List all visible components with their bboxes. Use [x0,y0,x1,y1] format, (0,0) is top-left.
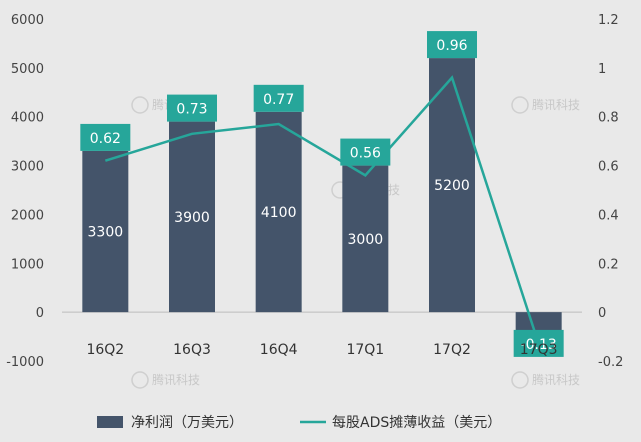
eps-line [104,75,540,345]
bar-value-label: 4100 [261,205,297,221]
category-label: 17Q1 [346,342,384,358]
left-tick-label: 3000 [11,160,44,175]
right-tick-label: 0 [598,306,606,321]
eps-label-box [340,138,391,166]
left-tick-label: 2000 [11,208,44,223]
watermark-text: 腾讯科技 [532,372,580,387]
right-tick-label: 0.6 [598,160,619,175]
eps-label-box [253,84,304,112]
left-tick-label: 6000 [11,13,44,28]
eps-value-label: 0.96 [436,38,467,54]
watermark-icon [511,96,529,114]
eps-value-label: 0.56 [350,146,381,162]
right-tick-label: 0.8 [598,111,619,126]
eps-labels: 0.62 0.73 0.77 0.56 0.96 -0.13 [80,31,564,357]
watermark-text: 腾讯科技 [532,97,580,112]
category-label: 17Q3 [520,342,558,358]
legend: 净利润（万美元） 每股ADS摊薄收益（美元） [97,415,501,431]
x-axis: 16Q2 16Q3 16Q4 17Q1 17Q2 17Q3 [86,342,557,358]
category-label: 16Q4 [260,342,298,358]
eps-value-label: 0.77 [263,92,294,108]
eps-value-label: -0.13 [521,337,557,353]
right-axis: -0.2 0 0.2 0.4 0.6 0.8 1 1.2 [598,13,623,370]
eps-value-label: 0.73 [176,102,207,118]
left-tick-label: 1000 [11,257,44,272]
eps-value-label: 0.62 [90,131,121,147]
eps-label-box [80,123,131,151]
bar [255,111,302,313]
eps-label-box [513,329,564,357]
left-tick-label: 4000 [11,111,44,126]
right-tick-label: -0.2 [598,355,623,370]
category-label: 17Q2 [433,342,471,358]
right-tick-label: 0.2 [598,257,619,272]
bar-value-label: 5200 [434,178,470,194]
left-tick-label: 0 [36,306,44,321]
right-tick-label: 1 [598,62,606,77]
bar [82,150,129,313]
category-label: 16Q2 [86,342,124,358]
legend-swatch-bar [97,416,123,428]
watermark-icon [131,96,149,114]
bar-value-label: 3900 [174,210,210,226]
watermark-icon [511,371,529,389]
right-tick-label: 1.2 [598,13,619,28]
category-label: 16Q3 [173,342,211,358]
bar-value-label: 3000 [348,232,384,248]
watermark-icon [131,371,149,389]
eps-label-box [167,94,217,122]
bar [169,121,215,313]
legend-label-line: 每股ADS摊薄收益（美元） [332,415,501,431]
bar-series: 3300 3900 4100 3000 5200 [82,58,562,347]
eps-label-box [427,31,477,59]
legend-label-bar: 净利润（万美元） [131,415,243,431]
left-axis: -1000 0 1000 2000 3000 4000 5000 6000 [6,13,44,370]
left-tick-label: 5000 [11,62,44,77]
watermark-text: 腾讯科技 [152,372,200,387]
bar [342,165,389,313]
right-tick-label: 0.4 [598,208,619,223]
bar-value-label: 3300 [88,225,124,241]
bar [429,58,475,313]
left-tick-label: -1000 [6,355,44,370]
